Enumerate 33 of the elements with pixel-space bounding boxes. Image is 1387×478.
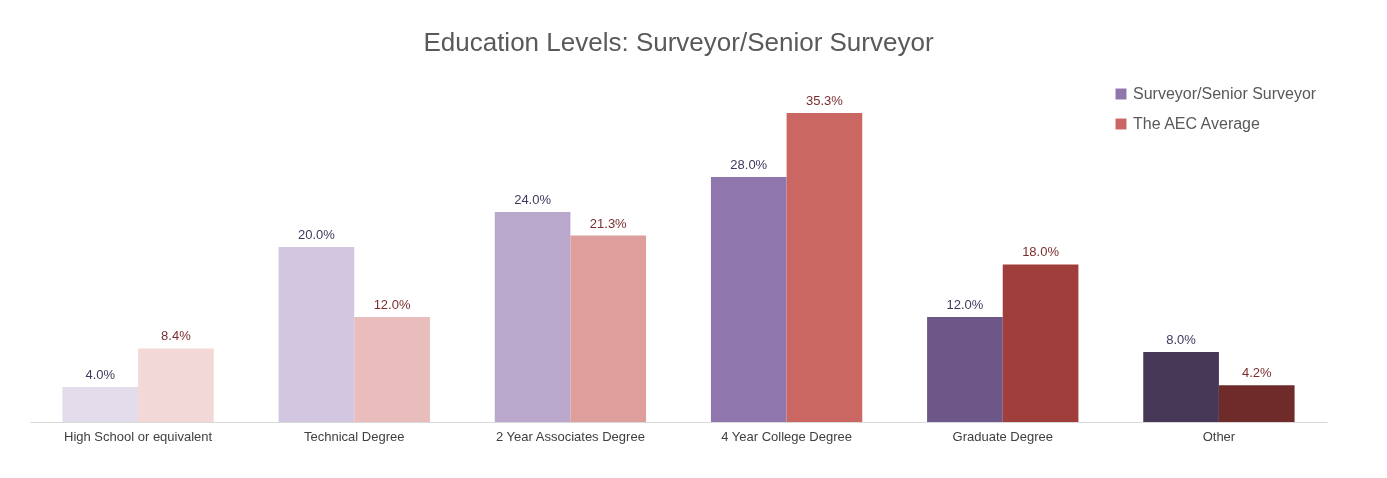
bar xyxy=(786,113,863,422)
data-label: 8.0% xyxy=(1166,331,1197,347)
data-label: 28.0% xyxy=(730,156,768,172)
data-label: 12.0% xyxy=(373,296,411,312)
bar xyxy=(1218,385,1295,422)
bar xyxy=(570,235,647,422)
x-tick-label: Other xyxy=(1202,428,1236,444)
legend-label: Surveyor/Senior Surveyor xyxy=(1133,85,1317,102)
x-tick-label: Graduate Degree xyxy=(952,428,1053,444)
bar xyxy=(1002,264,1079,422)
data-label: 18.0% xyxy=(1022,244,1060,260)
bar xyxy=(710,176,787,422)
data-label: 24.0% xyxy=(514,191,552,207)
data-label: 4.2% xyxy=(1241,365,1272,381)
data-label: 35.3% xyxy=(805,93,844,109)
bar xyxy=(278,246,355,422)
x-tick-label: 2 Year Associates Degree xyxy=(495,428,645,444)
data-label: 21.3% xyxy=(589,215,628,231)
bar xyxy=(138,348,214,422)
bar xyxy=(494,211,571,422)
bar xyxy=(62,386,139,422)
legend-label: The AEC Average xyxy=(1133,115,1260,132)
bar xyxy=(927,316,1003,422)
bar xyxy=(1143,351,1219,422)
x-tick-label: 4 Year College Degree xyxy=(721,428,852,444)
chart-title: Education Levels: Surveyor/Senior Surveyor xyxy=(423,27,934,57)
data-label: 20.0% xyxy=(297,226,336,242)
data-label: 8.4% xyxy=(161,328,192,344)
data-label: 12.0% xyxy=(946,296,984,312)
data-label: 4.0% xyxy=(85,366,116,382)
bar xyxy=(354,316,430,422)
x-tick-label: High School or equivalent xyxy=(64,428,213,444)
x-tick-label: Technical Degree xyxy=(304,428,405,444)
